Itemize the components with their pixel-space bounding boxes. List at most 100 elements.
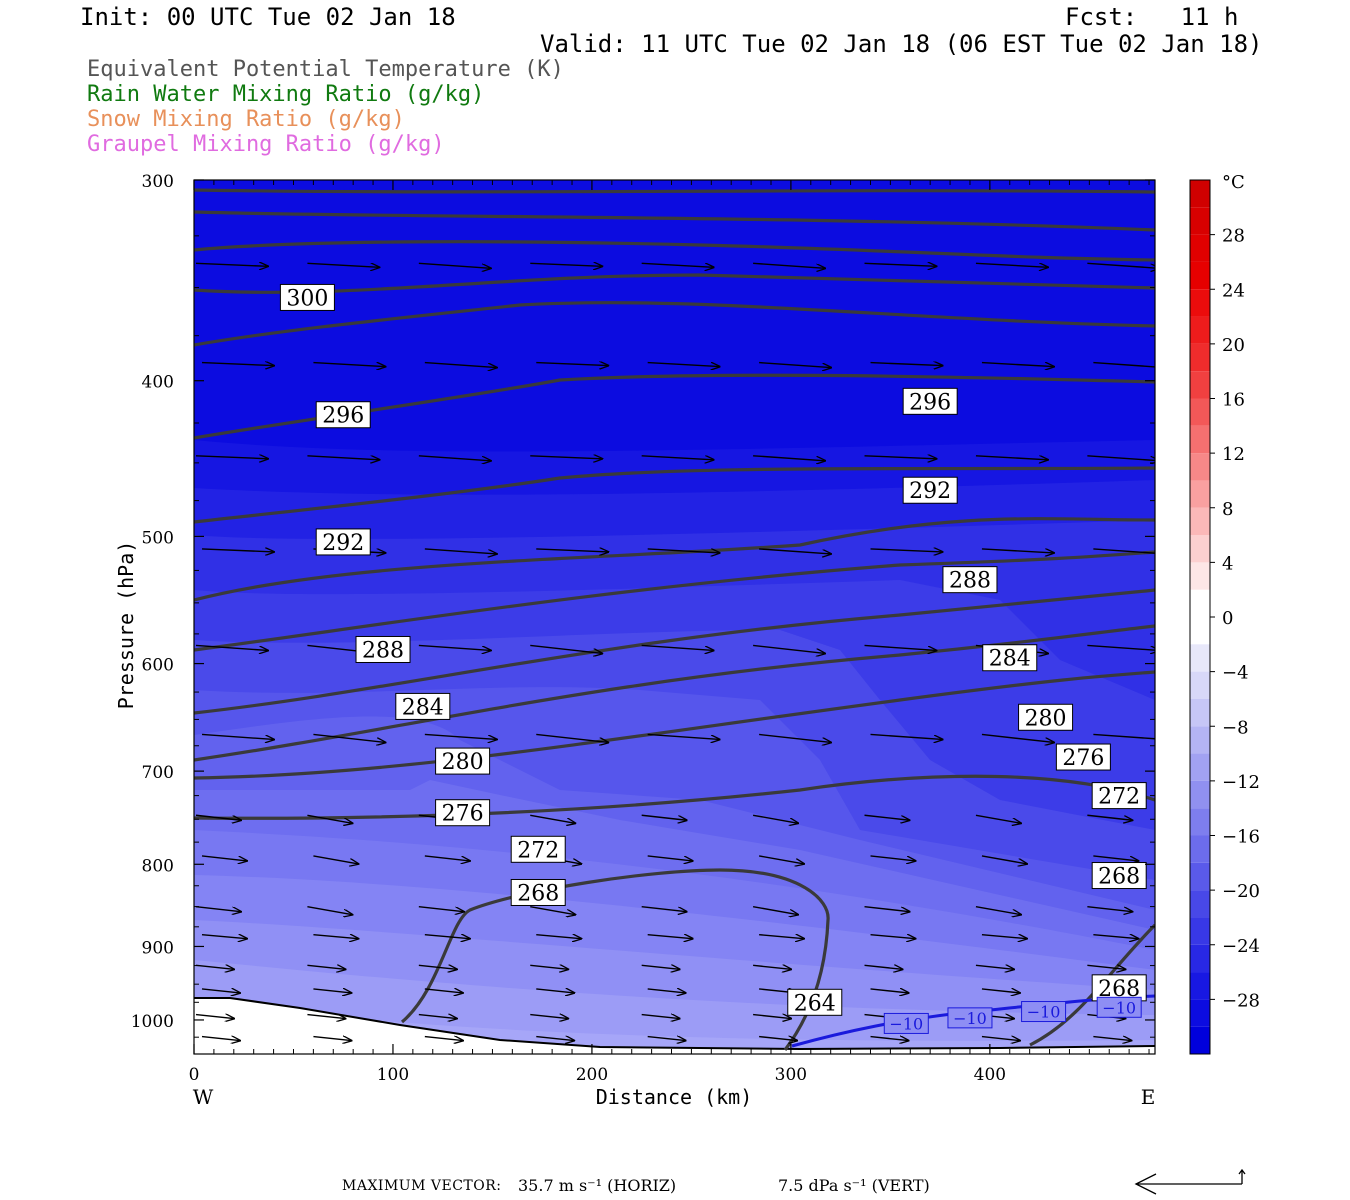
colorbar-tick-label: 16: [1222, 390, 1245, 411]
wind-vector: [975, 814, 1021, 823]
wind-vector: [753, 644, 825, 653]
wind-vector: [195, 263, 268, 266]
theta-e-label: 268: [1091, 862, 1147, 890]
temperature-label-box: [1021, 1001, 1067, 1023]
x-tick-label: 200: [576, 1065, 608, 1085]
colorbar-segment: [1190, 890, 1210, 918]
colorbar-segment: [1190, 808, 1210, 836]
wind-vector: [313, 855, 358, 864]
wind-vector: [201, 363, 274, 366]
temperature-label-text: −10: [1027, 1003, 1061, 1022]
theta-e-label: 292: [315, 528, 371, 556]
theta-e-label-text: 268: [1098, 865, 1140, 890]
y-axis-title: Pressure (hPa): [114, 541, 138, 710]
wind-vector: [981, 935, 1027, 939]
theta-e-label-text: 268: [517, 881, 559, 906]
wind-vector: [201, 1037, 240, 1041]
wind-vector: [536, 363, 608, 366]
colorbar-segment: [1190, 726, 1210, 754]
east-label: E: [1141, 1085, 1156, 1109]
wind-vector: [864, 905, 910, 912]
wind-vector: [536, 935, 581, 939]
x-tick-label: 100: [377, 1065, 409, 1085]
wind-vector: [641, 905, 687, 912]
wind-vector: [530, 1015, 568, 1019]
theta-e-label: 276: [435, 799, 491, 827]
theta-e-label-box: [395, 692, 451, 720]
colorbar-tick-label: 28: [1222, 226, 1245, 247]
colorbar-segment: [1190, 972, 1210, 1000]
temperature-label: −10: [883, 1012, 929, 1034]
colorbar-segment: [1190, 453, 1210, 481]
temperature-label-text: −10: [889, 1014, 923, 1033]
max-vector-arrow: [1134, 1168, 1246, 1195]
wind-vector: [536, 1037, 574, 1041]
y-tick-label: 400: [142, 373, 174, 393]
colorbar-segment: [1190, 207, 1210, 235]
wind-vector: [424, 1037, 463, 1041]
temperature-label: −10: [1021, 1001, 1067, 1023]
wind-vector: [641, 644, 714, 650]
theta-e-label-text: 296: [909, 390, 951, 415]
colorbar-tick-label: 20: [1222, 335, 1245, 356]
theta-e-label: 284: [395, 692, 451, 720]
theta-e-label-text: 276: [442, 802, 484, 827]
theta-e-label-box: [1091, 974, 1147, 1002]
wind-vector: [1093, 1037, 1131, 1041]
colorbar-tick-label: 8: [1222, 499, 1233, 520]
theta-e-label: 288: [355, 635, 411, 663]
wind-vector: [870, 549, 943, 552]
theta-e-label-box: [982, 644, 1038, 672]
theta-e-label-text: 280: [1025, 706, 1067, 731]
wind-vector: [870, 1037, 909, 1041]
theta-e-label-box: [1018, 703, 1074, 731]
wind-vector: [1087, 262, 1155, 268]
theta-e-label: 280: [435, 747, 491, 775]
wind-vector: [975, 455, 1048, 460]
wind-vector: [641, 965, 680, 969]
wind-vector: [752, 905, 798, 915]
wind-vector: [641, 814, 687, 820]
wind-vector: [864, 965, 903, 969]
wind-vector: [536, 989, 574, 993]
x-tick-label: 400: [974, 1065, 1006, 1085]
colorbar-segment: [1190, 316, 1210, 344]
theta-e-label-text: 300: [286, 286, 328, 311]
wind-vector: [759, 361, 831, 368]
wind-vector: [641, 262, 714, 267]
theta-e-label-box: [902, 476, 958, 504]
west-label: W: [193, 1085, 214, 1109]
colorbar-segment: [1190, 562, 1210, 590]
wind-vector: [647, 855, 693, 861]
wind-vector: [313, 361, 385, 367]
wind-vector: [424, 935, 470, 939]
theta-e-label: 268: [510, 878, 566, 906]
theta-e-label: 280: [1018, 703, 1074, 731]
theta-e-label-box: [510, 878, 566, 906]
y-tick-label: 500: [142, 528, 174, 548]
colorbar-segment: [1190, 234, 1210, 262]
wind-vector: [1087, 905, 1132, 912]
wind-vector: [201, 989, 240, 993]
y-tick-label: 700: [142, 763, 174, 783]
terrain-line: [194, 997, 1155, 1051]
wind-vector: [195, 905, 241, 912]
wind-vector: [759, 935, 804, 939]
theta-e-contours: [194, 188, 1155, 1051]
wind-vector: [647, 548, 720, 553]
wind-vector: [870, 363, 943, 366]
colorbar-segment: [1190, 480, 1210, 508]
wind-vector: [864, 814, 910, 820]
wind-vector: [536, 549, 608, 552]
wind-vector: [864, 263, 937, 266]
wind-vector: [975, 262, 1048, 267]
theta-e-label: 288: [942, 566, 998, 594]
wind-vector: [1093, 548, 1155, 554]
colorbar-segment: [1190, 398, 1210, 426]
wind-vector: [307, 455, 379, 460]
colorbar-segment: [1190, 425, 1210, 454]
x-axis: 0 100 200 300 400: [189, 180, 1150, 1085]
wind-vector: [424, 548, 497, 554]
theta-e-label-box: [510, 835, 566, 863]
